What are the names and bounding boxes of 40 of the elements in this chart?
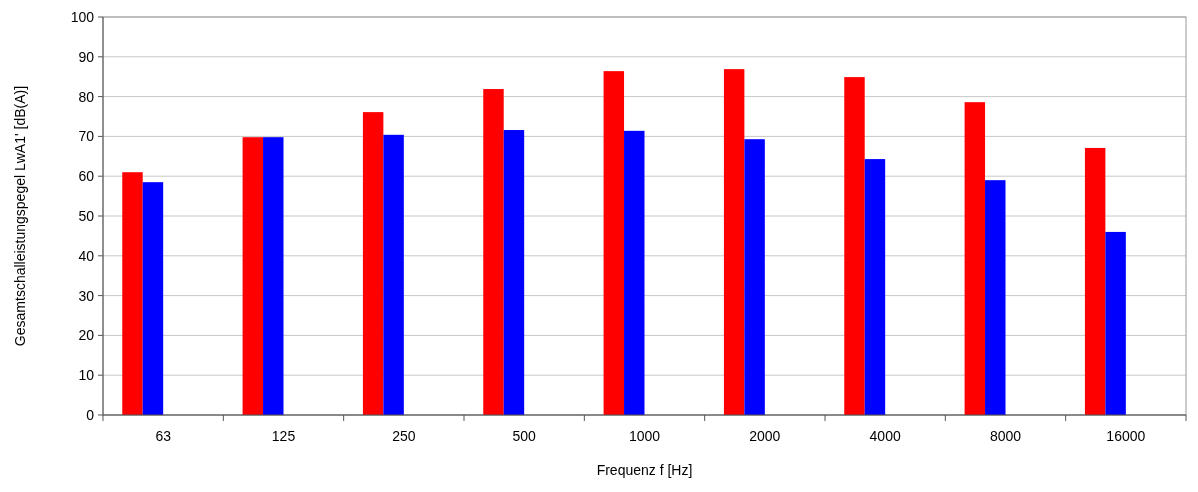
y-tick-label: 30 xyxy=(78,287,95,304)
bar xyxy=(362,112,384,415)
x-tick-label: 4000 xyxy=(869,428,901,444)
bar xyxy=(483,89,504,415)
x-tick-label: 1000 xyxy=(628,428,661,444)
bar xyxy=(864,159,886,415)
y-tick-label: 60 xyxy=(78,168,95,185)
x-tick-label: 250 xyxy=(392,428,416,444)
bar xyxy=(242,137,264,415)
x-tick-label: 63 xyxy=(155,428,172,444)
bar xyxy=(383,134,404,415)
y-tick-label: 0 xyxy=(86,406,95,423)
bar xyxy=(263,137,284,415)
bar xyxy=(624,130,645,415)
bar xyxy=(503,130,525,415)
y-tick-label: 90 xyxy=(78,48,95,65)
bar xyxy=(985,180,1006,415)
y-axis-title: Gesamtschalleistungspegel LwA1' [dB(A)] xyxy=(12,85,28,347)
bar xyxy=(723,69,745,415)
y-tick-label: 10 xyxy=(78,367,95,384)
x-tick-label: 500 xyxy=(512,428,537,444)
x-tick-label: 8000 xyxy=(989,428,1022,444)
y-tick-label: 70 xyxy=(78,128,95,145)
bar xyxy=(142,182,164,415)
x-tick-label: 2000 xyxy=(749,428,781,444)
bar xyxy=(1105,231,1126,415)
x-tick-label: 16000 xyxy=(1106,428,1146,444)
y-tick-label: 40 xyxy=(78,247,95,264)
bar xyxy=(603,71,625,415)
x-tick-label: 125 xyxy=(271,428,296,444)
y-tick-label: 20 xyxy=(78,327,95,344)
y-tick-label: 50 xyxy=(78,207,95,224)
bar xyxy=(844,77,865,415)
x-axis-title: Frequenz f [Hz] xyxy=(596,462,693,478)
bar xyxy=(964,102,986,415)
y-tick-label: 80 xyxy=(78,88,95,105)
bar xyxy=(1084,147,1106,415)
bar xyxy=(122,172,143,415)
y-tick-label: 100 xyxy=(70,8,95,25)
bar xyxy=(744,139,765,415)
